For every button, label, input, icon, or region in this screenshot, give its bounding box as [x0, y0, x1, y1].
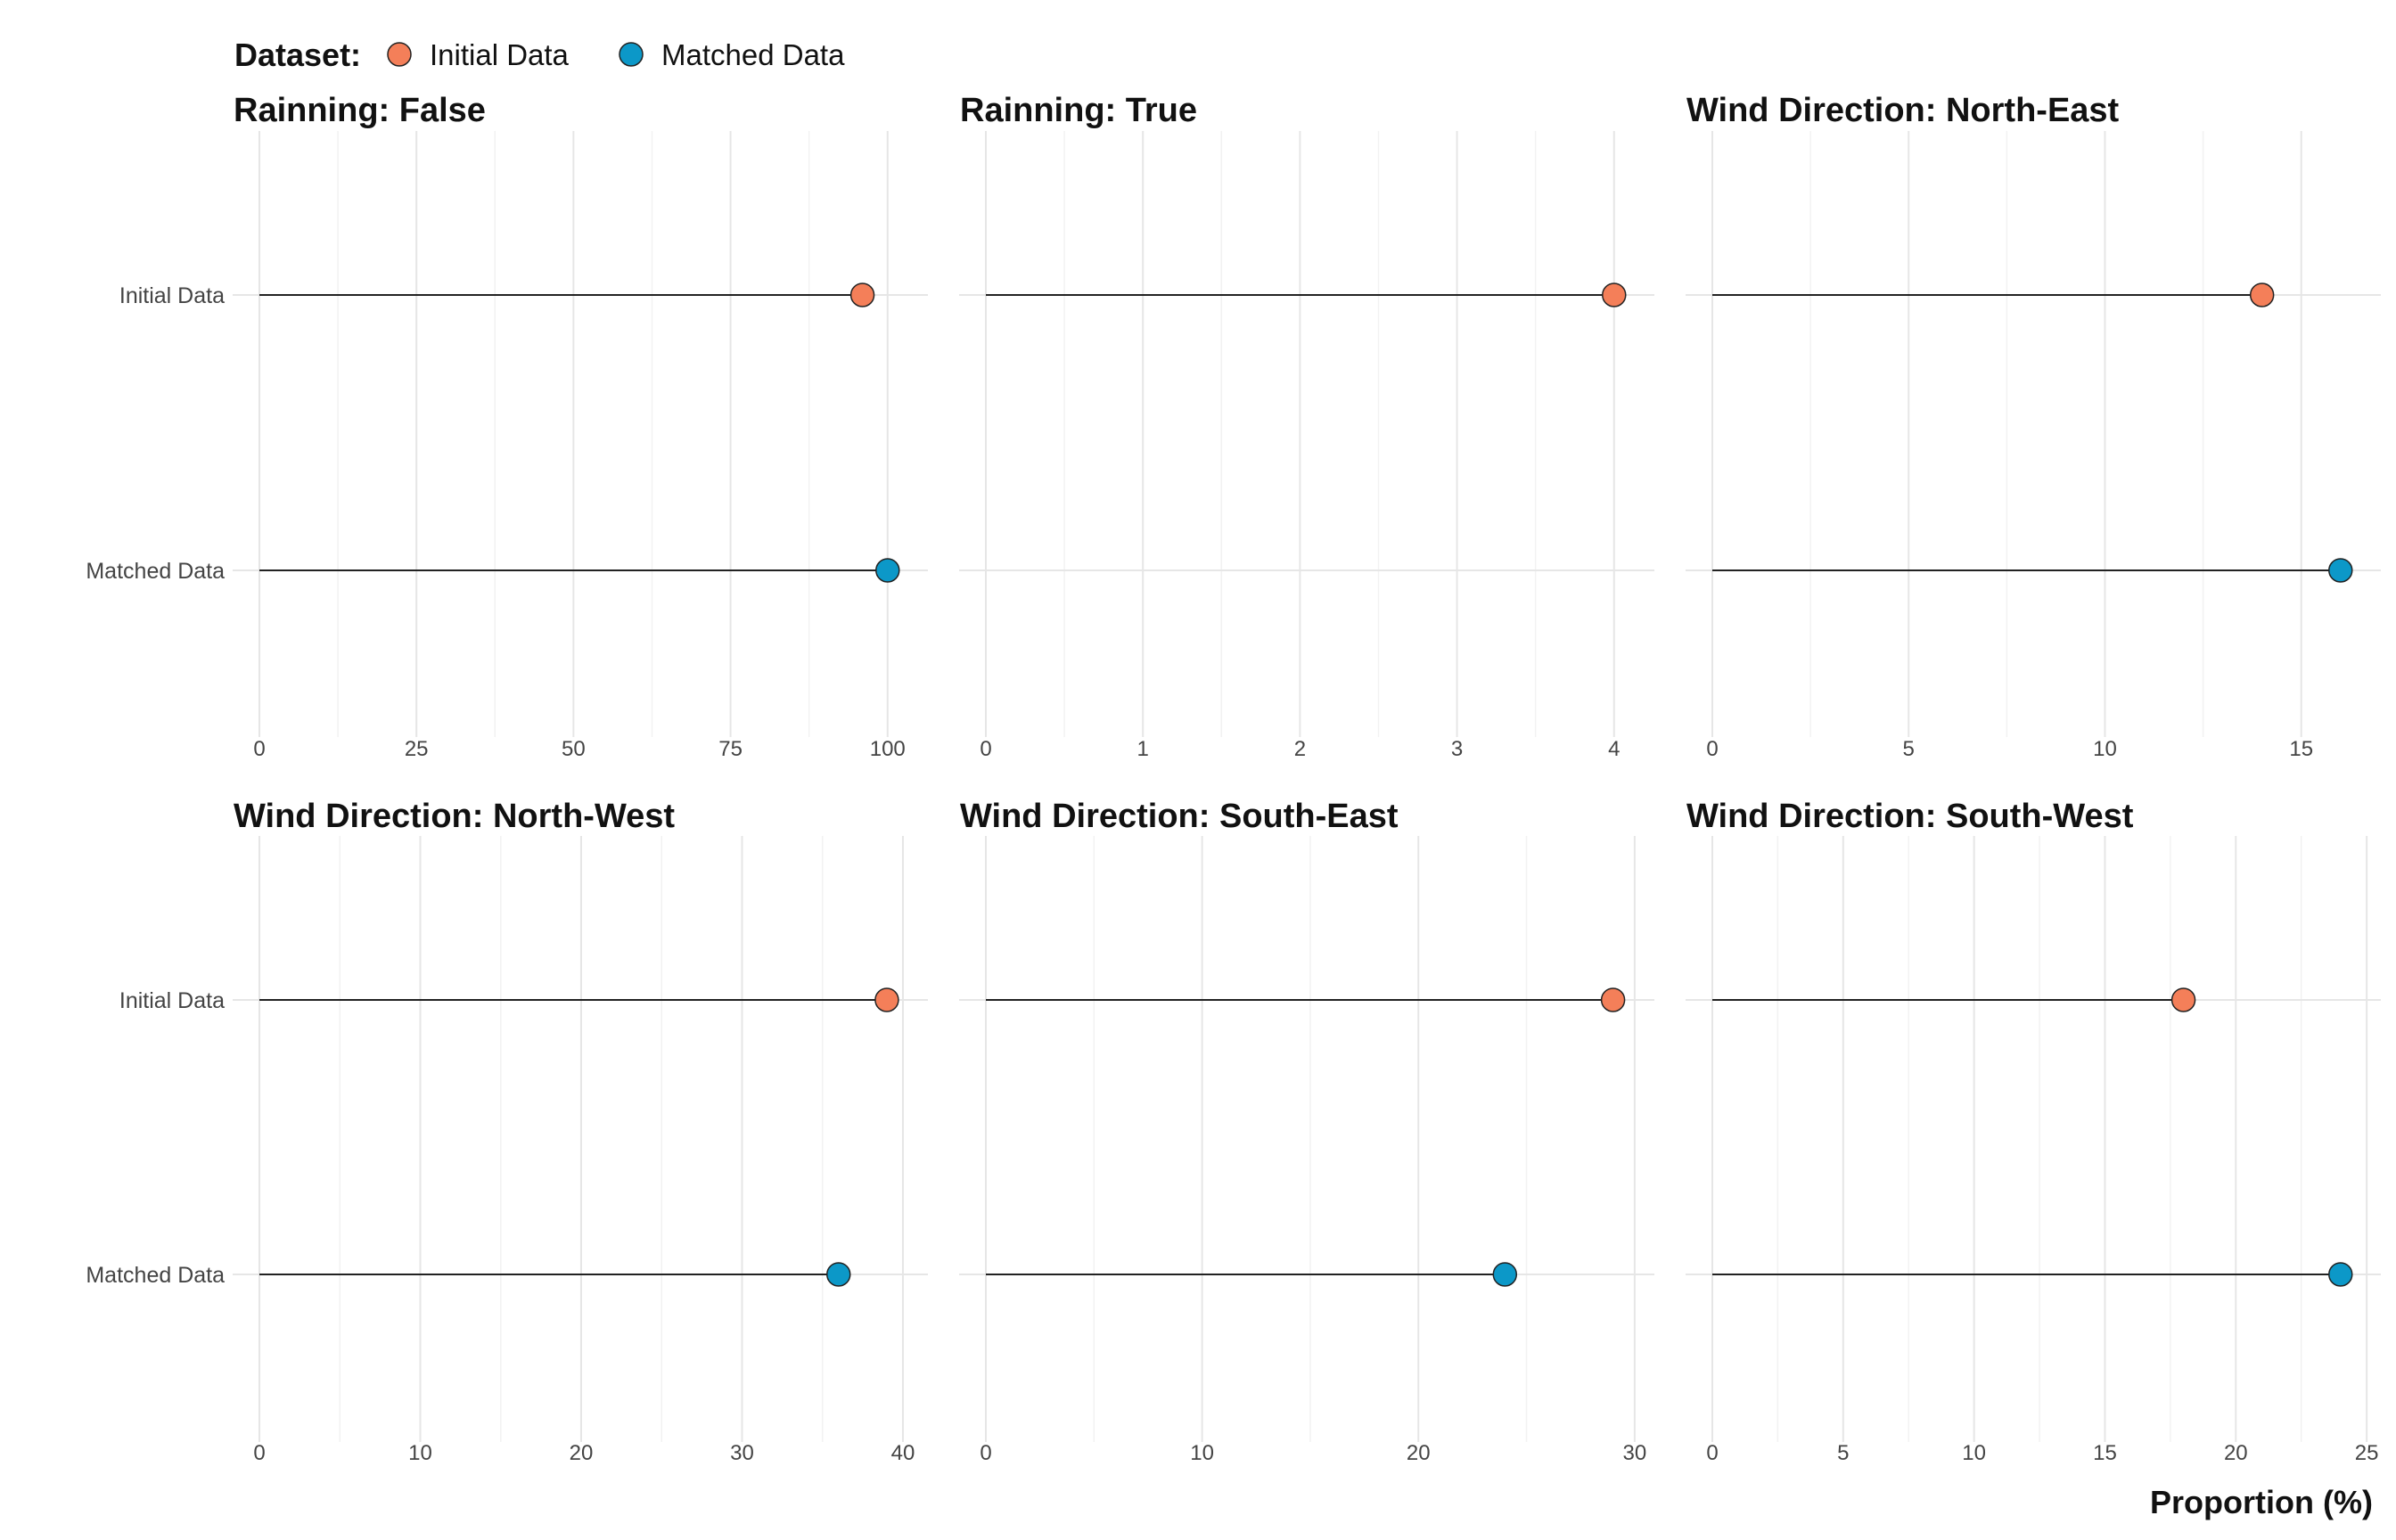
facet-title: Wind Direction: South-East [960, 798, 1399, 835]
x-tick-label: 30 [1623, 1441, 1647, 1465]
legend-label-matched: Matched Data [661, 38, 845, 71]
x-tick-label: 0 [1706, 737, 1718, 761]
facet-title: Rainning: True [960, 92, 1197, 129]
x-tick-label: 100 [870, 737, 906, 761]
x-tick-label: 1 [1137, 737, 1149, 761]
y-category-label: Initial Data [119, 988, 225, 1013]
x-tick-label: 30 [730, 1441, 754, 1465]
lollipop-point-matched [1492, 1262, 1518, 1287]
legend-marker-matched [619, 42, 644, 67]
lollipop-point-initial [1602, 283, 1627, 307]
lollipop-point-initial [2249, 283, 2275, 307]
x-tick-label: 0 [980, 737, 991, 761]
x-tick-label: 15 [2093, 1441, 2117, 1465]
lollipop-point-matched [2328, 1262, 2353, 1287]
x-tick-label: 0 [253, 737, 265, 761]
facet-title: Wind Direction: North-West [234, 798, 675, 835]
x-tick-label: 25 [405, 737, 429, 761]
facet-title: Rainning: False [234, 92, 486, 129]
x-tick-label: 5 [1903, 737, 1915, 761]
facet-panel-2: Rainning: True 0 1 2 3 4 [959, 92, 1654, 761]
x-tick-label: 15 [2289, 737, 2313, 761]
x-tick-label: 5 [1837, 1441, 1849, 1465]
x-tick-label: 25 [2355, 1441, 2379, 1465]
x-tick-label: 10 [1190, 1441, 1214, 1465]
lollipop-point-initial [1600, 987, 1626, 1012]
x-tick-label: 0 [1706, 1441, 1718, 1465]
x-tick-label: 40 [891, 1441, 915, 1465]
legend-label-initial: Initial Data [430, 38, 570, 71]
legend-marker-initial [387, 42, 412, 67]
lollipop-point-initial [2170, 987, 2196, 1012]
x-tick-label: 50 [562, 737, 586, 761]
x-tick-label: 4 [1608, 737, 1620, 761]
x-tick-label: 2 [1294, 737, 1306, 761]
y-category-label: Matched Data [86, 559, 225, 584]
x-tick-label: 75 [718, 737, 743, 761]
legend: Dataset: Initial Data Matched Data [234, 37, 845, 73]
x-tick-label: 3 [1451, 737, 1463, 761]
y-category-label: Matched Data [86, 1263, 225, 1288]
facet-panel-6: Wind Direction: South-West 0 5 10 15 20 25 [1686, 798, 2381, 1465]
facet-title: Wind Direction: South-West [1686, 798, 2134, 835]
x-axis-title: Proportion (%) [2150, 1484, 2373, 1520]
x-tick-label: 10 [1962, 1441, 1986, 1465]
x-tick-label: 20 [570, 1441, 594, 1465]
x-tick-label: 10 [408, 1441, 432, 1465]
facet-panel-5: Wind Direction: South-East 0 10 20 30 [959, 798, 1654, 1465]
facet-panel-4: Wind Direction: North-West 0 10 20 30 40 Initi… [86, 798, 928, 1465]
lollipop-point-initial [849, 283, 875, 307]
x-tick-label: 0 [980, 1441, 991, 1465]
x-tick-label: 10 [2093, 737, 2117, 761]
x-tick-label: 0 [253, 1441, 265, 1465]
facet-panel-1: Rainning: False 0 25 50 75 100 Initial Data Mat… [86, 92, 928, 761]
lollipop-point-matched [2328, 558, 2353, 583]
lollipop-point-matched [875, 558, 900, 583]
lollipop-point-initial [874, 987, 899, 1012]
x-tick-label: 20 [2224, 1441, 2248, 1465]
lollipop-point-matched [826, 1262, 851, 1287]
legend-title: Dataset: [234, 37, 361, 73]
y-category-label: Initial Data [119, 283, 225, 308]
facet-title: Wind Direction: North-East [1686, 92, 2120, 129]
x-tick-label: 20 [1407, 1441, 1431, 1465]
facet-panel-3: Wind Direction: North-East 0 5 10 15 [1686, 92, 2381, 761]
